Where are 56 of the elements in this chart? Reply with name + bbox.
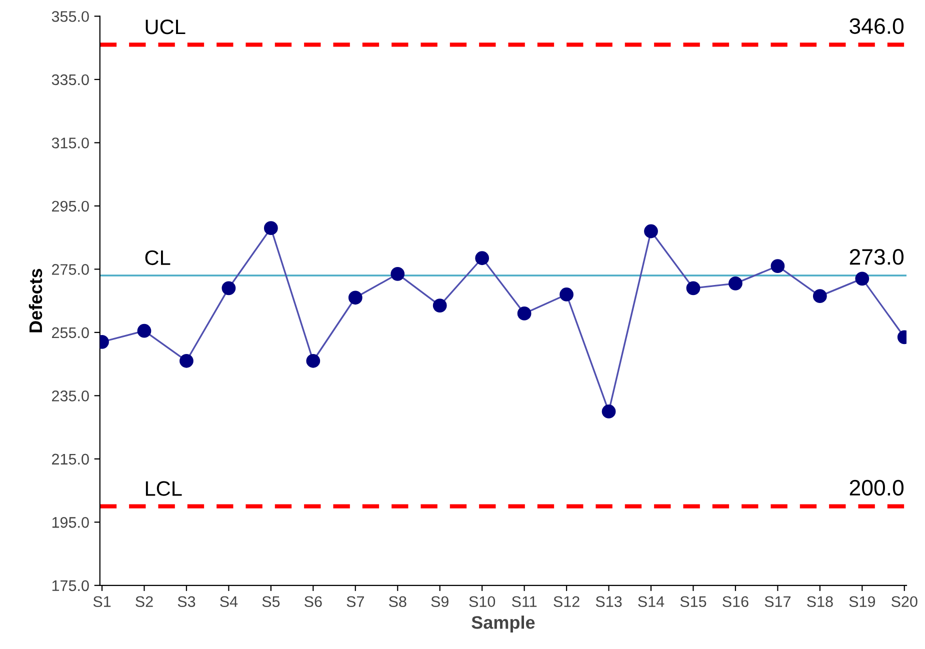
x-tick-label: S4 bbox=[220, 596, 238, 608]
x-tick-label: S5 bbox=[262, 596, 280, 608]
point bbox=[855, 272, 870, 286]
x-tick-label: S15 bbox=[680, 596, 706, 608]
annotation: 200.0 bbox=[850, 480, 904, 496]
point bbox=[390, 266, 405, 281]
ref-line-label: UCL bbox=[146, 19, 186, 34]
point bbox=[222, 281, 236, 296]
x-tick-label: S20 bbox=[891, 596, 918, 608]
point bbox=[306, 354, 320, 368]
point bbox=[348, 290, 362, 305]
point bbox=[602, 404, 616, 418]
y-tick-label: 235.0 bbox=[52, 390, 89, 402]
x-tick-label: S11 bbox=[512, 596, 537, 608]
x-tick-label: S16 bbox=[722, 596, 748, 608]
y-tick-label: 335.0 bbox=[52, 74, 89, 86]
x-tick-label: S18 bbox=[807, 596, 833, 608]
point bbox=[812, 289, 827, 304]
x-tick-label: S12 bbox=[554, 596, 580, 608]
point bbox=[264, 221, 278, 236]
y-tick-label: 315.0 bbox=[52, 138, 89, 148]
y-tick-label: 195.0 bbox=[52, 517, 89, 528]
x-tick-label: S19 bbox=[849, 596, 876, 608]
x-tick-label: S9 bbox=[431, 596, 448, 608]
x-tick-label: S3 bbox=[178, 596, 196, 608]
ref-line-label: CL bbox=[145, 250, 170, 266]
annotation: 273.0 bbox=[850, 249, 904, 265]
y-tick-label: 355.0 bbox=[52, 11, 89, 22]
ref-line-label: LCL bbox=[146, 481, 182, 496]
y-axis-title: Defects bbox=[28, 268, 42, 332]
x-tick-label: S6 bbox=[304, 596, 322, 608]
x-tick-label: S7 bbox=[346, 596, 364, 608]
x-tick-label: S10 bbox=[469, 596, 496, 608]
x-tick-label: S8 bbox=[388, 596, 406, 608]
point bbox=[180, 354, 194, 368]
x-tick-label: S17 bbox=[764, 596, 791, 608]
point bbox=[770, 259, 785, 273]
point bbox=[432, 298, 447, 312]
y-tick-label: 255.0 bbox=[52, 327, 89, 338]
point bbox=[137, 324, 152, 338]
point bbox=[475, 251, 490, 266]
y-tick-label: 175.0 bbox=[52, 580, 89, 592]
y-tick-label: 215.0 bbox=[52, 454, 89, 465]
point bbox=[728, 276, 742, 290]
point bbox=[644, 224, 658, 238]
y-tick-label: 275.0 bbox=[52, 264, 89, 275]
x-tick-label: S13 bbox=[596, 596, 622, 608]
y-tick-label: 295.0 bbox=[52, 200, 89, 212]
point bbox=[686, 281, 700, 296]
point bbox=[560, 288, 574, 302]
point bbox=[517, 306, 532, 320]
x-axis-title: Sample bbox=[472, 616, 535, 632]
x-tick-label: S1 bbox=[93, 596, 111, 608]
annotation: 346.0 bbox=[850, 18, 904, 34]
x-tick-label: S2 bbox=[136, 596, 153, 608]
x-tick-label: S14 bbox=[638, 596, 664, 608]
